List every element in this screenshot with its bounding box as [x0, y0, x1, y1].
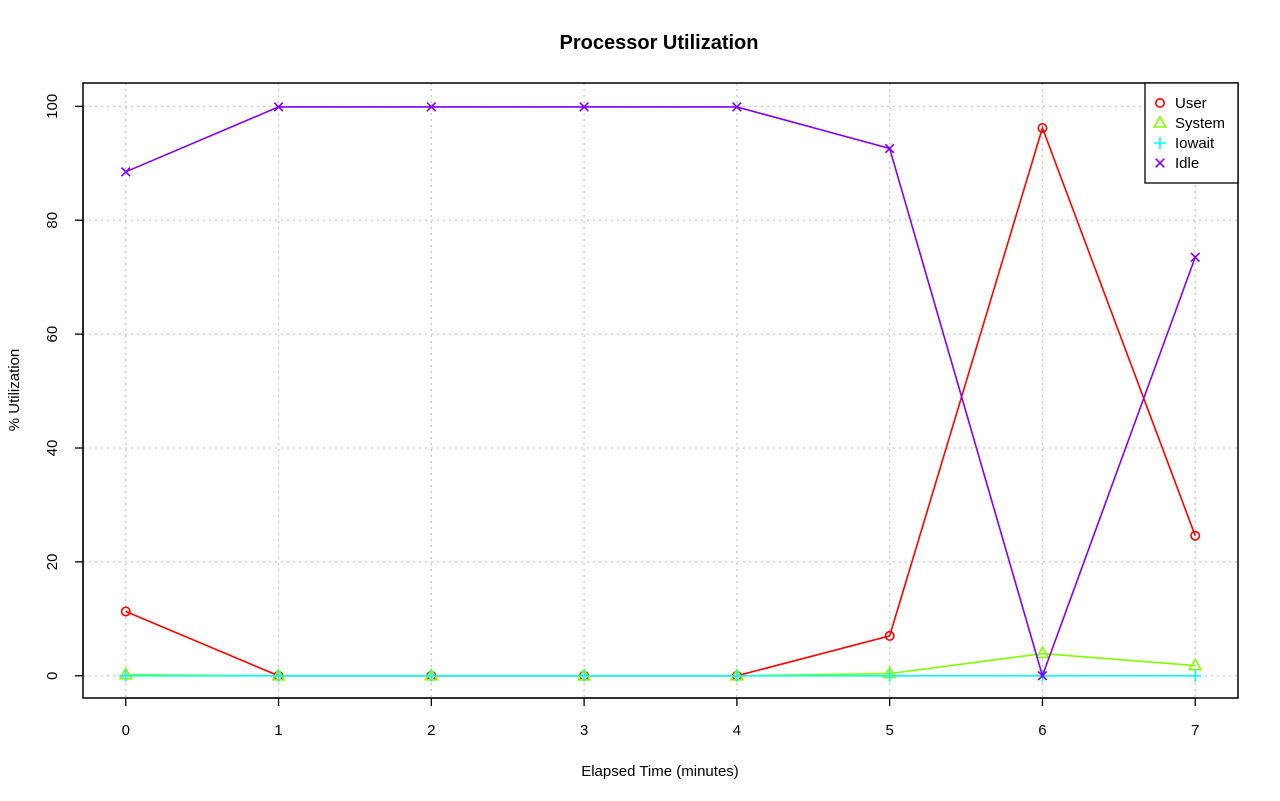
series-user	[120, 122, 1201, 681]
x-axis: 0 1 2 3 4 5 6 7	[122, 697, 1199, 739]
legend-marker-iowait	[1154, 137, 1166, 149]
data-point-iowait	[730, 669, 743, 682]
chart-title: Processor Utilization	[560, 32, 759, 54]
legend-marker-system	[1152, 115, 1168, 128]
grid-lines	[83, 83, 1238, 698]
legend-marker-user	[1155, 98, 1166, 109]
data-point-system	[1188, 657, 1203, 671]
x-tick-label: 5	[885, 722, 893, 739]
data-point-iowait	[883, 669, 896, 682]
legend: User System Iowait Idle	[1144, 82, 1239, 184]
y-tick-label: 80	[44, 212, 61, 229]
y-axis: 0 20 40 60 80 100	[44, 94, 84, 680]
legend-label-user: User	[1175, 95, 1207, 112]
series-line-idle	[125, 106, 1196, 679]
legend-marker-idle	[1155, 158, 1165, 168]
data-point-iowait	[578, 669, 591, 682]
legend-label-iowait: Iowait	[1175, 135, 1215, 152]
data-point-user	[120, 606, 131, 617]
data-point-idle	[1190, 252, 1201, 263]
y-tick-label: 40	[44, 440, 61, 457]
y-axis-label: % Utilization	[6, 349, 23, 432]
x-axis-label: Elapsed Time (minutes)	[581, 763, 739, 780]
data-point-idle	[884, 143, 895, 154]
x-tick-label: 6	[1038, 722, 1046, 739]
legend-label-system: System	[1175, 115, 1225, 132]
data-point-user	[884, 630, 895, 641]
legend-label-idle: Idle	[1175, 155, 1199, 172]
x-tick-label: 1	[274, 722, 282, 739]
series-line-user	[125, 125, 1196, 677]
y-tick-label: 60	[44, 326, 61, 343]
data-point-iowait	[1189, 669, 1202, 682]
data-point-idle	[579, 102, 589, 112]
data-point-user	[1190, 530, 1201, 541]
data-point-iowait	[272, 669, 285, 682]
data-point-idle	[120, 166, 131, 177]
x-tick-label: 4	[733, 722, 741, 739]
data-point-idle	[273, 102, 284, 112]
x-tick-label: 2	[427, 722, 435, 739]
y-tick-label: 0	[44, 672, 61, 680]
x-tick-label: 3	[580, 722, 588, 739]
y-tick-label: 100	[44, 94, 61, 119]
y-tick-label: 20	[44, 554, 61, 571]
data-point-idle	[732, 102, 742, 112]
data-point-iowait	[119, 669, 132, 682]
series-idle	[120, 102, 1201, 681]
data-point-idle	[1037, 670, 1048, 681]
series-iowait	[119, 669, 1202, 682]
data-point-idle	[426, 102, 437, 112]
plot-frame	[82, 82, 1239, 699]
series-group	[118, 102, 1203, 682]
data-point-user	[1037, 122, 1048, 133]
x-tick-label: 0	[122, 722, 130, 739]
x-tick-label: 7	[1191, 722, 1199, 739]
data-point-system	[1035, 645, 1050, 659]
legend-box	[1144, 82, 1239, 184]
series-line-system	[125, 652, 1196, 677]
data-point-iowait	[425, 669, 438, 682]
